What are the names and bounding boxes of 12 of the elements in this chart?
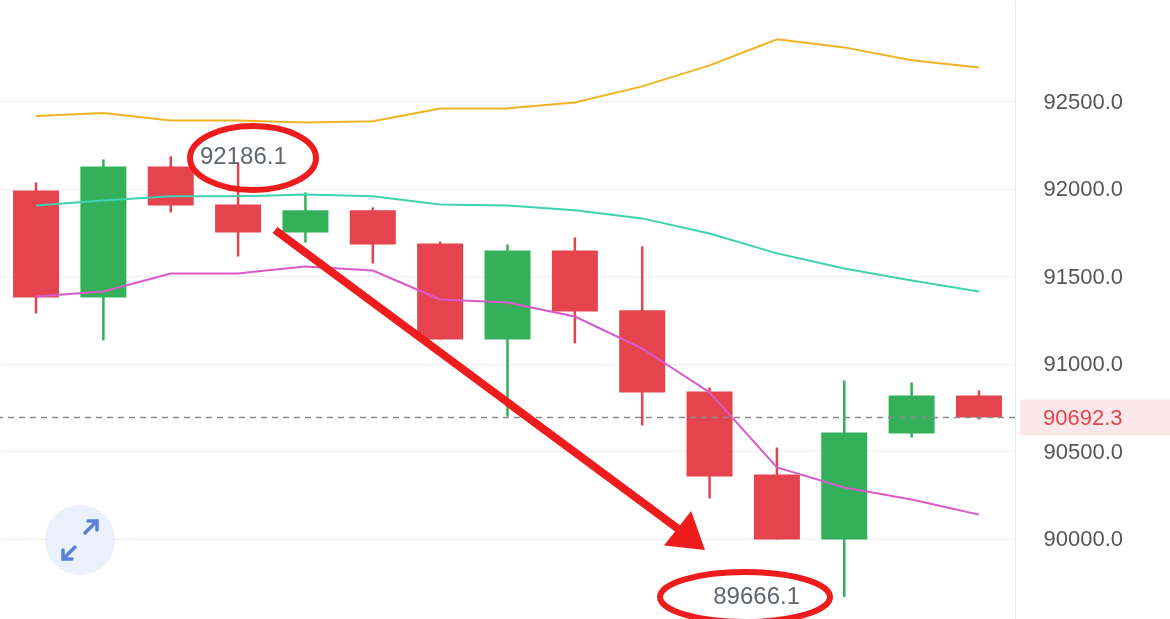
line-series bbox=[35, 38, 980, 124]
y-tick-label: 90000.0 bbox=[1043, 526, 1124, 552]
y-tick-label: 91000.0 bbox=[1043, 351, 1124, 377]
annotation: 89666.1 bbox=[713, 582, 800, 610]
y-tick-label: 90500.0 bbox=[1043, 438, 1124, 464]
y-tick-label: 91500.0 bbox=[1043, 263, 1124, 289]
annotation: 92186.1 bbox=[200, 142, 287, 170]
y-tick-label: 92500.0 bbox=[1043, 88, 1124, 114]
y-tick-label: 92000.0 bbox=[1043, 176, 1124, 202]
line-series bbox=[35, 193, 980, 293]
line-series bbox=[35, 265, 980, 516]
ref-line-label: 90692.3 bbox=[1043, 404, 1123, 430]
